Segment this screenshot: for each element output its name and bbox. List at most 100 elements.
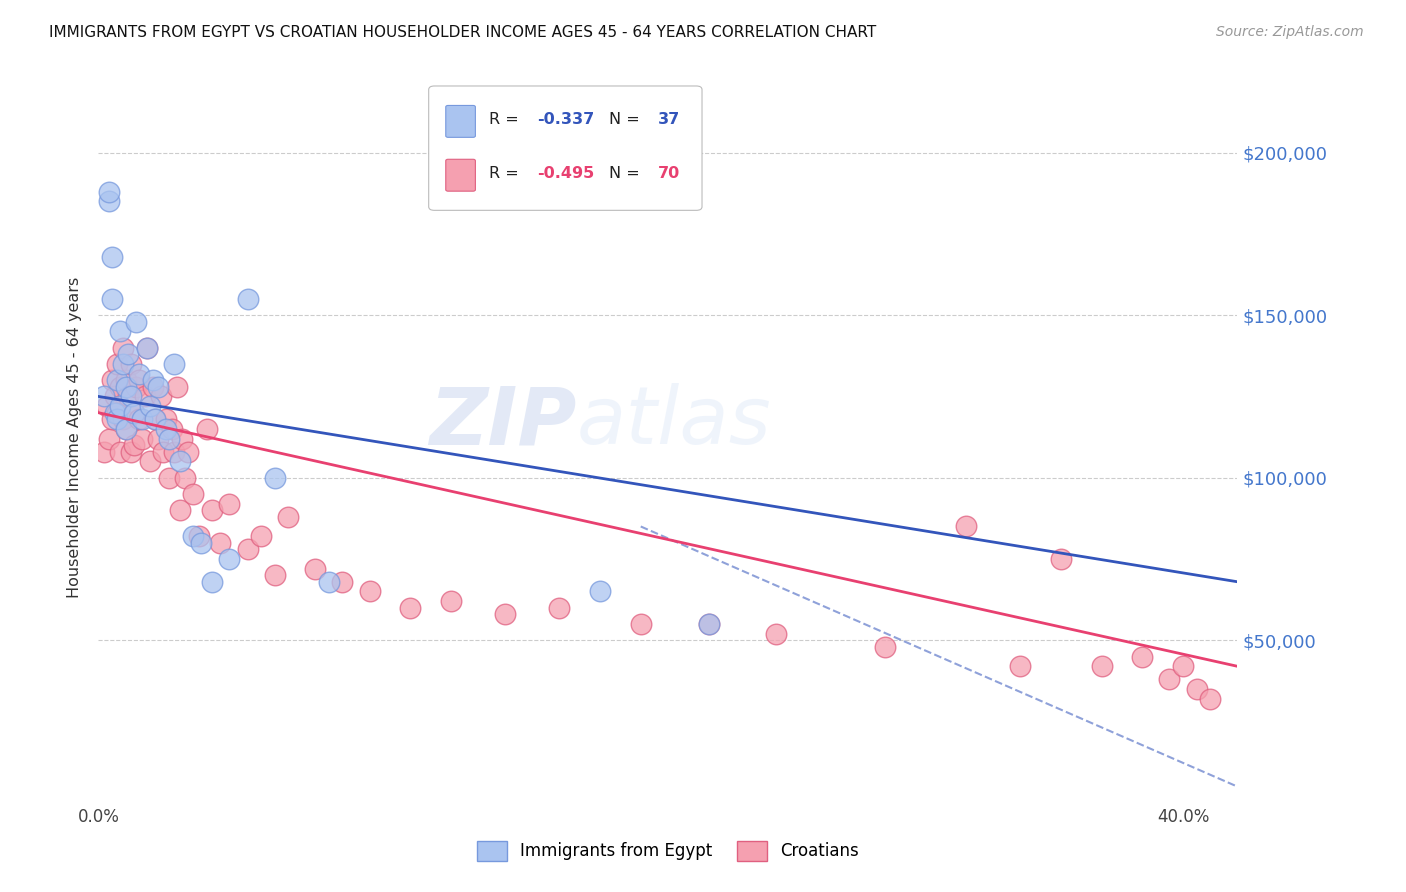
Point — [152, 444, 174, 458]
Point — [131, 412, 153, 426]
Point — [145, 412, 167, 426]
Text: R =: R = — [489, 166, 524, 181]
Point — [117, 347, 139, 361]
Point — [318, 574, 340, 589]
Point — [873, 640, 896, 654]
Point — [1010, 659, 1032, 673]
Point — [145, 412, 167, 426]
Point — [332, 574, 354, 589]
Point — [1159, 673, 1181, 687]
Text: N =: N = — [609, 166, 644, 181]
Point — [120, 357, 142, 371]
Point — [494, 607, 516, 622]
Point — [142, 373, 165, 387]
Point — [111, 357, 134, 371]
Point — [120, 444, 142, 458]
FancyBboxPatch shape — [446, 105, 475, 137]
Point — [122, 438, 145, 452]
Point — [589, 584, 612, 599]
Point — [169, 503, 191, 517]
Point — [263, 568, 285, 582]
Point — [101, 250, 124, 264]
Text: 37: 37 — [658, 112, 681, 128]
Point — [107, 357, 129, 371]
Point — [765, 626, 787, 640]
Point — [146, 432, 169, 446]
Point — [107, 406, 129, 420]
Point — [166, 380, 188, 394]
Point — [98, 194, 121, 209]
Point — [1050, 552, 1073, 566]
Point — [111, 341, 134, 355]
Point — [122, 406, 145, 420]
Point — [136, 341, 159, 355]
Point — [128, 373, 150, 387]
Text: -0.337: -0.337 — [537, 112, 595, 128]
Point — [108, 325, 131, 339]
Point — [172, 432, 194, 446]
Point — [548, 600, 571, 615]
Point — [108, 399, 131, 413]
Point — [190, 535, 212, 549]
Point — [93, 444, 115, 458]
Point — [1132, 649, 1154, 664]
Point — [697, 617, 720, 632]
Point — [111, 412, 134, 426]
Point — [440, 594, 463, 608]
Point — [134, 389, 156, 403]
Point — [1171, 659, 1194, 673]
Point — [104, 406, 127, 420]
Point — [101, 373, 124, 387]
Point — [955, 519, 977, 533]
Point — [155, 422, 177, 436]
Text: atlas: atlas — [576, 384, 772, 461]
Point — [697, 617, 720, 632]
Point — [250, 529, 273, 543]
Point — [104, 389, 127, 403]
Text: N =: N = — [609, 112, 644, 128]
Point — [146, 380, 169, 394]
Point — [131, 432, 153, 446]
Point — [236, 292, 259, 306]
Point — [114, 380, 136, 394]
FancyBboxPatch shape — [446, 160, 475, 191]
Point — [120, 389, 142, 403]
Point — [201, 574, 224, 589]
Legend: Immigrants from Egypt, Croatians: Immigrants from Egypt, Croatians — [470, 834, 866, 868]
Point — [163, 444, 186, 458]
Point — [96, 399, 118, 413]
Text: R =: R = — [489, 112, 524, 128]
Point — [1185, 681, 1208, 696]
Point — [187, 529, 209, 543]
Point — [183, 529, 205, 543]
Point — [108, 444, 131, 458]
Point — [277, 509, 299, 524]
Point — [236, 542, 259, 557]
Point — [139, 399, 162, 413]
Point — [108, 380, 131, 394]
Point — [359, 584, 381, 599]
Point — [399, 600, 422, 615]
FancyBboxPatch shape — [429, 86, 702, 211]
Text: IMMIGRANTS FROM EGYPT VS CROATIAN HOUSEHOLDER INCOME AGES 45 - 64 YEARS CORRELAT: IMMIGRANTS FROM EGYPT VS CROATIAN HOUSEH… — [49, 25, 876, 40]
Point — [101, 292, 124, 306]
Point — [136, 341, 159, 355]
Point — [155, 412, 177, 426]
Point — [157, 471, 180, 485]
Point — [125, 380, 148, 394]
Point — [177, 444, 200, 458]
Point — [630, 617, 652, 632]
Point — [101, 412, 124, 426]
Point — [98, 185, 121, 199]
Point — [128, 367, 150, 381]
Point — [122, 406, 145, 420]
Point — [149, 389, 172, 403]
Point — [1091, 659, 1114, 673]
Point — [114, 373, 136, 387]
Point — [183, 487, 205, 501]
Text: ZIP: ZIP — [429, 384, 576, 461]
Point — [93, 389, 115, 403]
Point — [160, 422, 183, 436]
Point — [117, 389, 139, 403]
Point — [114, 422, 136, 436]
